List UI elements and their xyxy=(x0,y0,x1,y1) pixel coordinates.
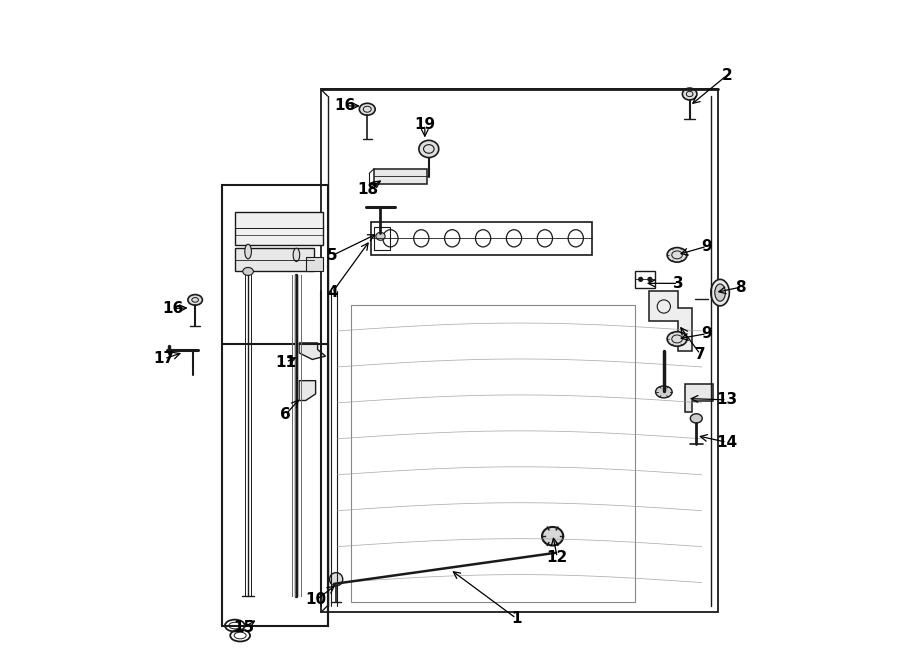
Polygon shape xyxy=(649,291,691,351)
Ellipse shape xyxy=(715,284,725,301)
Text: 18: 18 xyxy=(357,182,379,197)
Text: 5: 5 xyxy=(327,248,338,263)
Circle shape xyxy=(638,277,644,282)
Bar xyxy=(221,185,328,626)
Text: 17: 17 xyxy=(154,352,175,366)
Ellipse shape xyxy=(711,279,729,306)
Text: 16: 16 xyxy=(163,301,184,316)
Ellipse shape xyxy=(245,244,251,259)
Text: 12: 12 xyxy=(546,550,568,565)
Polygon shape xyxy=(235,248,314,271)
Text: 14: 14 xyxy=(716,435,737,449)
Ellipse shape xyxy=(667,332,687,346)
Bar xyxy=(374,227,391,250)
Bar xyxy=(306,257,323,271)
Ellipse shape xyxy=(243,267,254,275)
Ellipse shape xyxy=(542,527,563,545)
Polygon shape xyxy=(685,384,713,412)
Polygon shape xyxy=(299,381,316,401)
Polygon shape xyxy=(299,343,326,359)
Circle shape xyxy=(329,573,343,586)
Text: 16: 16 xyxy=(335,99,356,113)
Ellipse shape xyxy=(655,386,672,398)
Text: 11: 11 xyxy=(275,355,296,369)
Ellipse shape xyxy=(188,295,202,305)
Text: 10: 10 xyxy=(306,592,327,607)
Text: 4: 4 xyxy=(327,285,338,300)
Ellipse shape xyxy=(667,248,687,262)
Text: 13: 13 xyxy=(716,393,737,407)
Text: 9: 9 xyxy=(701,239,712,254)
Text: 6: 6 xyxy=(281,407,292,422)
Text: 19: 19 xyxy=(414,117,436,132)
Text: 3: 3 xyxy=(673,276,684,291)
Text: 7: 7 xyxy=(695,347,706,361)
Ellipse shape xyxy=(690,414,702,423)
Ellipse shape xyxy=(293,248,300,261)
Ellipse shape xyxy=(376,232,385,240)
Bar xyxy=(635,271,655,288)
Circle shape xyxy=(647,277,652,282)
Ellipse shape xyxy=(359,103,375,115)
Text: 2: 2 xyxy=(721,68,732,83)
Polygon shape xyxy=(235,212,323,245)
Text: 8: 8 xyxy=(734,280,745,295)
Text: 1: 1 xyxy=(511,611,521,626)
Text: 9: 9 xyxy=(701,326,712,341)
Bar xyxy=(371,222,592,255)
Polygon shape xyxy=(374,169,427,184)
Ellipse shape xyxy=(418,140,438,158)
Text: 15: 15 xyxy=(233,620,254,635)
Ellipse shape xyxy=(682,88,697,100)
